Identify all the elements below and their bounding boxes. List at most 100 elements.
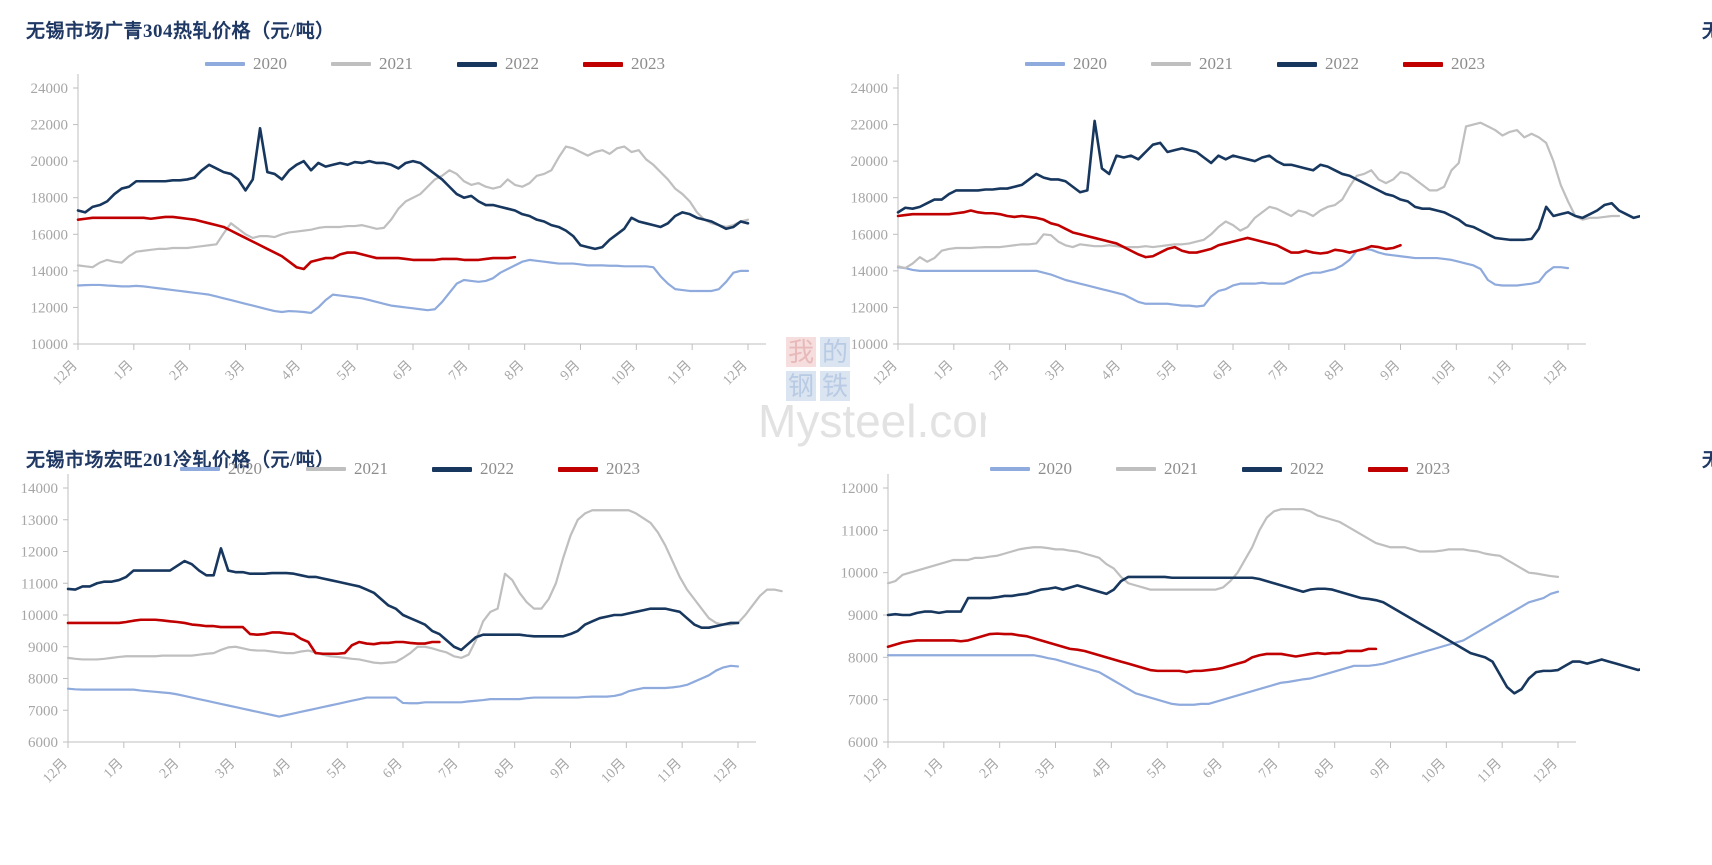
legend-swatch-icon bbox=[306, 467, 346, 471]
legend-item-2022[interactable]: 2022 bbox=[457, 54, 539, 74]
legend-label: 2021 bbox=[1199, 54, 1233, 73]
legend-label: 2021 bbox=[354, 459, 388, 478]
x-axis-tick-label: 8月 bbox=[501, 358, 527, 384]
y-axis-tick-label: 6000 bbox=[28, 735, 58, 751]
legend-swatch-icon bbox=[1242, 466, 1282, 472]
x-axis-tick-label: 11月 bbox=[654, 756, 685, 787]
x-axis-tick-label: 12月 bbox=[1530, 756, 1561, 787]
legend-label: 2020 bbox=[253, 54, 287, 73]
legend-label: 2021 bbox=[379, 54, 413, 73]
x-axis-tick-label: 3月 bbox=[1042, 358, 1068, 384]
legend-item-2023[interactable]: 2023 bbox=[1368, 459, 1450, 479]
x-axis-tick-label: 9月 bbox=[1377, 358, 1403, 384]
series-line-2020 bbox=[76, 258, 750, 315]
series-line-2023 bbox=[896, 209, 1402, 259]
x-axis-tick-label: 2月 bbox=[986, 358, 1012, 384]
legend-item-2020[interactable]: 2020 bbox=[990, 459, 1072, 479]
legend-item-2021[interactable]: 2021 bbox=[1151, 54, 1233, 74]
series-line-2023 bbox=[66, 618, 441, 656]
legend-swatch-icon bbox=[205, 62, 245, 66]
legend-chart-4: 2020 2021 2022 2023 bbox=[990, 459, 1450, 479]
y-axis-tick-label: 9000 bbox=[848, 608, 878, 624]
x-axis-tick-label: 12月 bbox=[50, 358, 81, 389]
legend-item-2022[interactable]: 2022 bbox=[1242, 459, 1324, 479]
y-axis-tick-label: 10000 bbox=[841, 566, 879, 582]
y-axis-tick-label: 10000 bbox=[21, 608, 59, 624]
legend-swatch-icon bbox=[583, 61, 623, 67]
legend-item-2021[interactable]: 2021 bbox=[331, 54, 413, 74]
page-title-4: 无锡市场太钢430冷轧价格（元/吨） bbox=[1702, 445, 1712, 472]
legend-label: 2022 bbox=[505, 54, 539, 73]
y-axis-tick-label: 12000 bbox=[31, 300, 69, 316]
legend-swatch-icon bbox=[1025, 62, 1065, 66]
legend-swatch-icon bbox=[1151, 62, 1191, 66]
x-axis-tick-label: 9月 bbox=[557, 358, 583, 384]
x-axis-tick-label: 10月 bbox=[1428, 358, 1459, 389]
y-axis-tick-label: 20000 bbox=[31, 154, 69, 170]
x-axis-tick-label: 7月 bbox=[435, 756, 461, 782]
series-line-2021 bbox=[886, 508, 1560, 591]
y-axis-tick-label: 6000 bbox=[848, 735, 878, 751]
legend-label: 2020 bbox=[228, 459, 262, 478]
x-axis-tick-label: 1月 bbox=[920, 756, 946, 782]
series-line-2020 bbox=[66, 664, 740, 718]
x-axis-tick-label: 5月 bbox=[334, 358, 360, 384]
x-axis-tick-label: 7月 bbox=[1265, 358, 1291, 384]
series-line-2022 bbox=[66, 547, 740, 652]
legend-item-2020[interactable]: 2020 bbox=[180, 459, 262, 479]
series-line-2020 bbox=[896, 247, 1570, 308]
x-axis-tick-label: 3月 bbox=[222, 358, 248, 384]
x-axis-tick-label: 9月 bbox=[547, 756, 573, 782]
series-line-2021 bbox=[76, 145, 750, 269]
x-axis-tick-label: 7月 bbox=[445, 358, 471, 384]
series-line-2021 bbox=[66, 509, 783, 665]
legend-item-2023[interactable]: 2023 bbox=[1403, 54, 1485, 74]
y-axis-tick-label: 11000 bbox=[21, 576, 58, 592]
y-axis-tick-label: 14000 bbox=[31, 264, 69, 280]
x-axis-tick-label: 12月 bbox=[870, 358, 901, 389]
series-line-2023 bbox=[886, 632, 1378, 674]
y-axis-tick-label: 9000 bbox=[28, 640, 58, 656]
legend-swatch-icon bbox=[331, 62, 371, 66]
legend-swatch-icon bbox=[1368, 466, 1408, 472]
x-axis-tick-label: 12月 bbox=[1540, 358, 1571, 389]
legend-chart-1: 2020 2021 2022 2023 bbox=[205, 54, 665, 74]
y-axis-tick-label: 12000 bbox=[841, 481, 879, 497]
y-axis-tick-label: 16000 bbox=[851, 227, 889, 243]
legend-swatch-icon bbox=[432, 466, 472, 472]
legend-item-2023[interactable]: 2023 bbox=[583, 54, 665, 74]
y-axis-tick-label: 14000 bbox=[21, 481, 59, 497]
legend-item-2020[interactable]: 2020 bbox=[205, 54, 287, 74]
legend-item-2020[interactable]: 2020 bbox=[1025, 54, 1107, 74]
panel-wuxi-hongwang-201-cold-rolled: 无锡市场宏旺201冷轧价格（元/吨） bbox=[0, 432, 856, 865]
x-axis-tick-label: 12月 bbox=[40, 756, 71, 787]
legend-label: 2022 bbox=[1290, 459, 1324, 478]
x-axis-tick-label: 5月 bbox=[324, 756, 350, 782]
legend-swatch-icon bbox=[457, 61, 497, 67]
x-axis-tick-label: 5月 bbox=[1144, 756, 1170, 782]
y-axis-tick-label: 8000 bbox=[28, 672, 58, 688]
legend-item-2022[interactable]: 2022 bbox=[1277, 54, 1359, 74]
legend-item-2023[interactable]: 2023 bbox=[558, 459, 640, 479]
legend-chart-2: 2020 2021 2022 2023 bbox=[1025, 54, 1485, 74]
page-title-2: 无锡市场宏旺304冷轧价格（元/吨） bbox=[1702, 16, 1712, 43]
x-axis-tick-label: 4月 bbox=[278, 358, 304, 384]
legend-item-2022[interactable]: 2022 bbox=[432, 459, 514, 479]
legend-swatch-icon bbox=[990, 467, 1030, 471]
legend-label: 2022 bbox=[480, 459, 514, 478]
legend-swatch-icon bbox=[558, 466, 598, 472]
x-axis-tick-label: 1月 bbox=[110, 358, 136, 384]
legend-item-2021[interactable]: 2021 bbox=[306, 459, 388, 479]
x-axis-tick-label: 6月 bbox=[380, 756, 406, 782]
y-axis-tick-label: 24000 bbox=[851, 81, 889, 97]
x-axis-tick-label: 12月 bbox=[720, 358, 751, 389]
y-axis-tick-label: 8000 bbox=[848, 650, 878, 666]
legend-label: 2023 bbox=[631, 54, 665, 73]
y-axis-tick-label: 20000 bbox=[851, 154, 889, 170]
y-axis-tick-label: 14000 bbox=[851, 264, 889, 280]
x-axis-tick-label: 9月 bbox=[1367, 756, 1393, 782]
legend-swatch-icon bbox=[180, 467, 220, 471]
y-axis-tick-label: 22000 bbox=[851, 118, 889, 134]
legend-item-2021[interactable]: 2021 bbox=[1116, 459, 1198, 479]
